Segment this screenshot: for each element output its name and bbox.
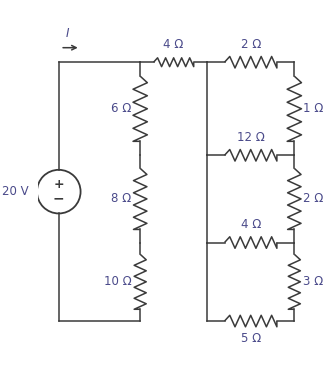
Text: I: I xyxy=(66,27,69,40)
Text: 1 Ω: 1 Ω xyxy=(303,102,323,115)
Text: 6 Ω: 6 Ω xyxy=(111,102,131,115)
Text: +: + xyxy=(53,178,64,191)
Text: 3 Ω: 3 Ω xyxy=(303,275,323,288)
Text: −: − xyxy=(53,192,65,206)
Text: 2 Ω: 2 Ω xyxy=(303,192,323,205)
Text: 12 Ω: 12 Ω xyxy=(237,131,265,144)
Text: 4 Ω: 4 Ω xyxy=(240,218,261,232)
Text: 10 Ω: 10 Ω xyxy=(104,275,131,288)
Text: 4 Ω: 4 Ω xyxy=(163,38,184,51)
Text: 2 Ω: 2 Ω xyxy=(240,38,261,51)
Text: 20 V: 20 V xyxy=(2,185,28,198)
Text: 8 Ω: 8 Ω xyxy=(111,192,131,205)
Text: 5 Ω: 5 Ω xyxy=(241,332,261,345)
